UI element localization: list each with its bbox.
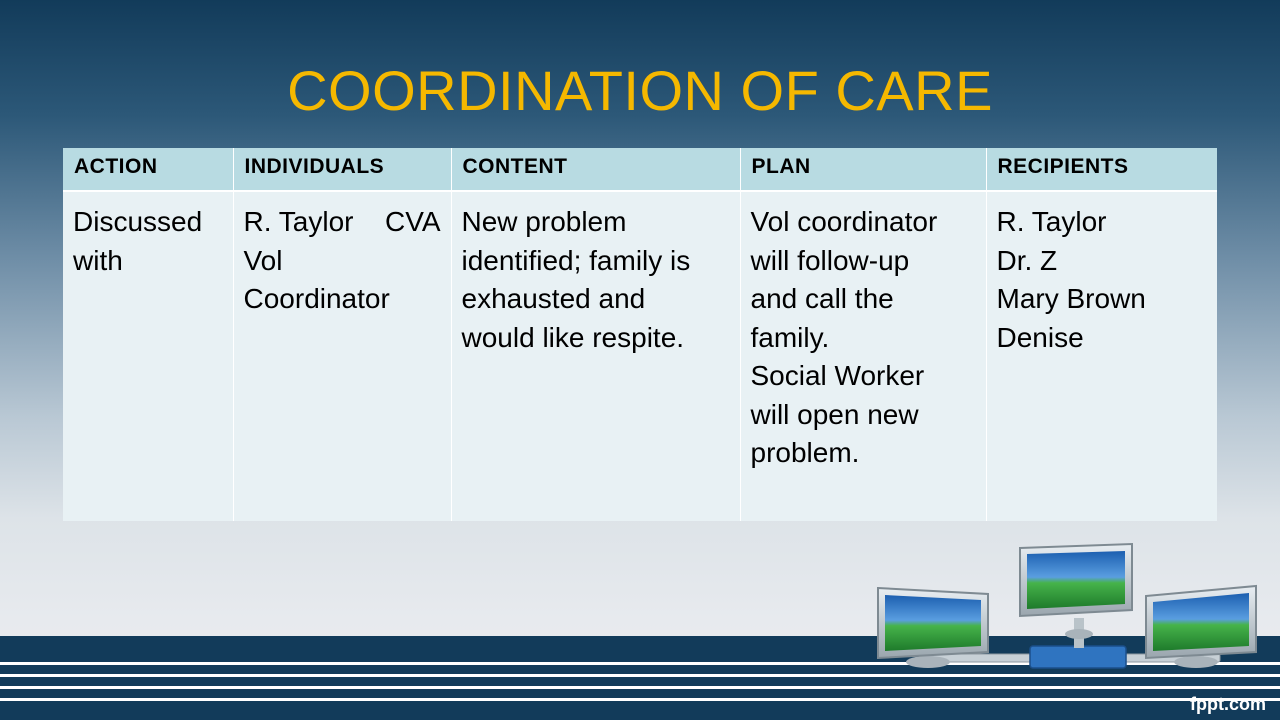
header-recipients: RECIPIENTS — [986, 148, 1217, 192]
footer-stripe — [0, 662, 1280, 665]
cell-line: R. Taylor CVA — [244, 203, 441, 242]
cell-line: New problem — [461, 206, 627, 237]
individual-tag: CVA — [385, 206, 441, 237]
table-row: Discussed with R. Taylor CVA Vol Coordin… — [63, 191, 1217, 521]
footer-stripe — [0, 674, 1280, 677]
cell-line: problem. — [750, 437, 860, 468]
cell-line: identified; family is — [461, 244, 691, 276]
cell-line: Vol — [243, 244, 283, 276]
cell-line: Vol coordinator — [750, 206, 938, 237]
header-action: ACTION — [63, 148, 234, 192]
cell-line: Discussed — [73, 206, 203, 237]
table-header-row: ACTION INDIVIDUALS CONTENT PLAN RECIPIEN… — [63, 148, 1217, 192]
cell-line: and call the — [750, 283, 894, 314]
cell-content: New problem identified; family is exhaus… — [451, 191, 741, 521]
cell-line: R. Taylor — [996, 206, 1107, 237]
cell-line: Denise — [996, 321, 1084, 353]
cell-line: Dr. Z — [996, 244, 1058, 276]
cell-line: family. — [750, 321, 830, 353]
cell-action: Discussed with — [63, 191, 234, 521]
cell-line: Social Worker — [750, 360, 925, 391]
cell-plan: Vol coordinator will follow-up and call … — [740, 191, 987, 521]
header-individuals: INDIVIDUALS — [233, 148, 452, 192]
network-computers-icon — [877, 542, 1257, 669]
cell-line: Mary Brown — [996, 283, 1146, 314]
cell-recipients: R. Taylor Dr. Z Mary Brown Denise — [986, 191, 1217, 521]
cell-line: will follow-up — [750, 244, 910, 276]
header-plan: PLAN — [740, 148, 987, 192]
footer-stripe — [0, 698, 1280, 701]
brand-watermark: fppt.com — [1190, 694, 1266, 714]
individual-name: R. Taylor — [243, 206, 354, 237]
cell-line: exhausted and — [461, 283, 646, 314]
cell-line: would like respite. — [461, 321, 685, 353]
header-content: CONTENT — [451, 148, 741, 192]
cell-line: with — [73, 244, 123, 276]
cell-individuals: R. Taylor CVA Vol Coordinator — [233, 191, 452, 521]
cell-line: Coordinator — [243, 283, 390, 314]
footer-stripe — [0, 686, 1280, 689]
slide-title: COORDINATION OF CARE — [287, 59, 993, 122]
cell-line: will open new — [750, 398, 919, 430]
coordination-table: ACTION INDIVIDUALS CONTENT PLAN RECIPIEN… — [63, 148, 1217, 521]
